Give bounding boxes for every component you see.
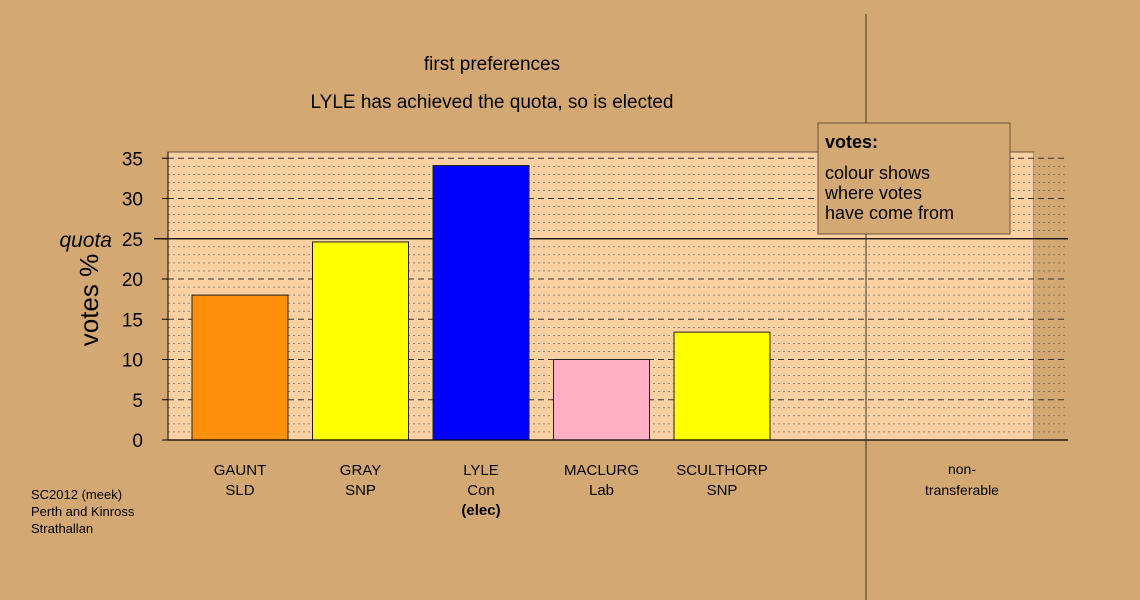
legend-line-2: where votes [824, 183, 922, 203]
x-tick-labels: GAUNT SLD GRAY SNP LYLE Con (elec) MACLURG Lab SC… [214, 461, 999, 519]
y-tick-labels: 0 5 10 15 20 25 30 35 [122, 149, 168, 452]
axes [167, 14, 1068, 600]
nontransferable-area [1034, 152, 1068, 440]
bar-gaunt [191, 294, 289, 441]
legend-line-1: colour shows [825, 163, 930, 183]
legend: votes: colour shows where votes have com… [817, 122, 1011, 235]
y-axis-label: votes % [74, 254, 104, 347]
candidate-name: SCULTHORP [676, 462, 767, 479]
candidate-party: Lab [589, 482, 614, 499]
bars [191, 164, 771, 441]
candidate-name: MACLURG [564, 462, 639, 479]
legend-box [817, 122, 1011, 235]
bar-lyle [432, 164, 530, 441]
y-tick-label: 5 [132, 391, 143, 412]
y-tick-label: 10 [122, 351, 143, 372]
y-tick-label: 0 [132, 431, 143, 452]
quota-label: quota [59, 229, 112, 252]
legend-line-3: have come from [825, 203, 954, 223]
nontransferable-label-2: transferable [925, 482, 999, 498]
y-tick-label: 35 [122, 149, 143, 170]
candidate-name: GAUNT [214, 462, 267, 479]
footer-line-3: Strathallan [31, 521, 93, 536]
y-tick-label: 30 [122, 190, 143, 211]
y-tick-label: 25 [122, 230, 143, 251]
bar-gray [312, 241, 409, 441]
candidate-party: SNP [345, 482, 376, 499]
candidate-name: GRAY [340, 462, 381, 479]
bar-maclurg [553, 359, 650, 441]
y-tick-label: 15 [122, 310, 143, 331]
candidate-party: SNP [707, 482, 738, 499]
legend-title: votes: [825, 132, 878, 152]
bar-sculthorp [673, 331, 771, 441]
candidate-note: (elec) [461, 502, 500, 519]
candidate-name: LYLE [463, 462, 499, 479]
chart-title: first preferences [424, 54, 560, 75]
footer: SC2012 (meek) Perth and Kinross Strathal… [31, 487, 135, 536]
footer-line-2: Perth and Kinross [31, 504, 135, 519]
footer-line-1: SC2012 (meek) [31, 487, 122, 502]
chart-subtitle: LYLE has achieved the quota, so is elect… [310, 92, 673, 113]
nontransferable-label-1: non- [948, 461, 976, 477]
candidate-party: Con [467, 482, 495, 499]
candidate-party: SLD [225, 482, 254, 499]
y-tick-label: 20 [122, 270, 143, 291]
